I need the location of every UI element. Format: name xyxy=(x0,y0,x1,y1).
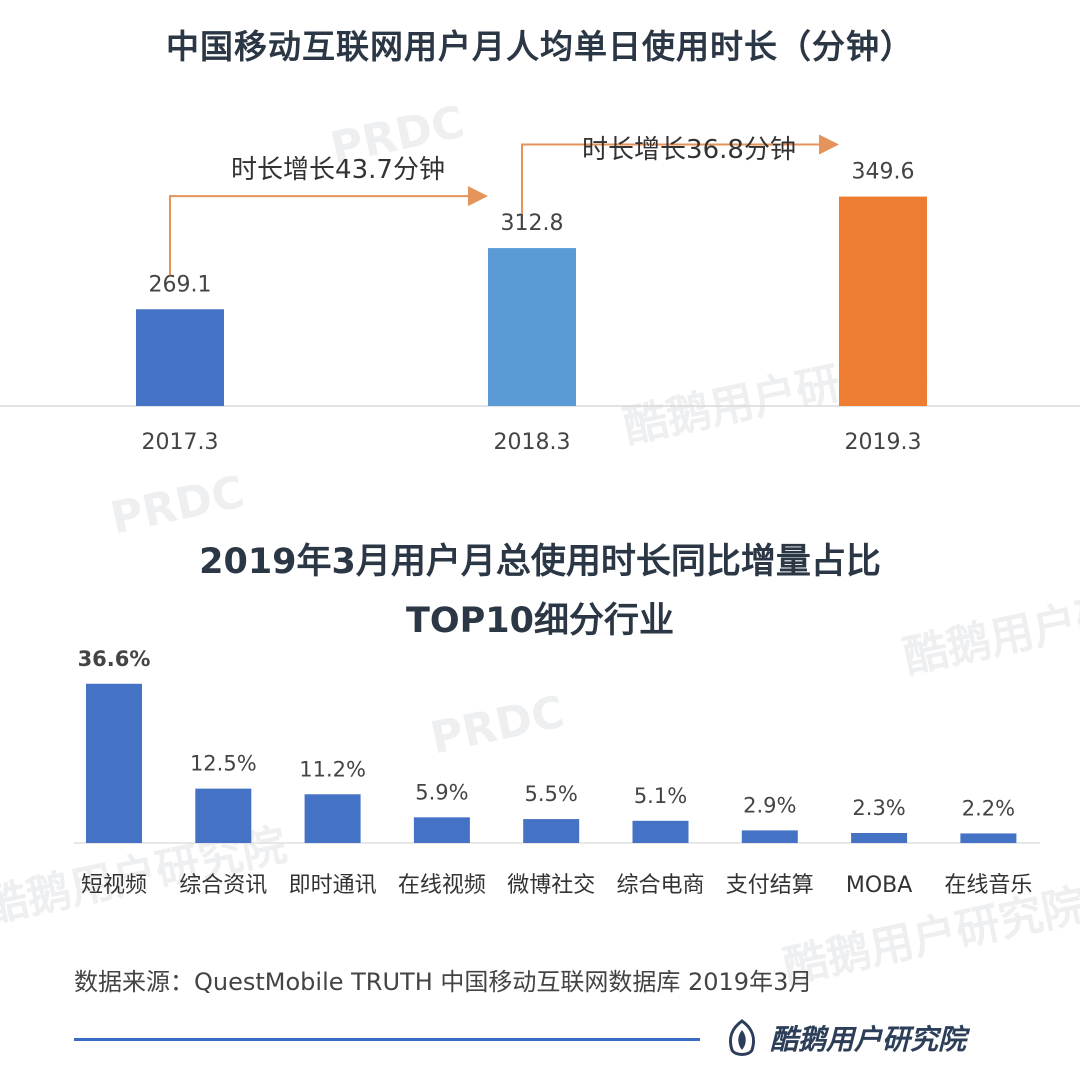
footer-divider xyxy=(74,1038,700,1041)
chart2-value-label: 11.2% xyxy=(299,757,366,781)
chart1-value-label: 312.8 xyxy=(501,211,564,236)
chart2-category-label: 支付结算 xyxy=(726,873,814,898)
brand-name: 酷鹅用户研究院 xyxy=(770,1023,967,1056)
chart2-bar xyxy=(195,788,252,843)
chart2-value-label: 5.5% xyxy=(525,782,578,806)
chart2-category-label: 即时通讯 xyxy=(289,873,377,898)
industry-share-bar-chart: 36.6% 短视频 12.5% 综合资讯 11.2% 即时通讯 5.9% 在线视频 5.5% 微博… xyxy=(74,647,1040,898)
growth-annotation: 时长增长36.8分钟 xyxy=(582,135,796,165)
chart2-bar xyxy=(632,820,689,843)
chart2-category-label: 微博社交 xyxy=(507,873,595,898)
chart2-category-label: 综合资讯 xyxy=(179,873,267,898)
chart2-bar xyxy=(86,683,142,843)
growth-arrow xyxy=(521,134,839,215)
chart2-category-label: 综合电商 xyxy=(616,873,704,898)
chart2-value-label: 2.2% xyxy=(962,796,1015,820)
chart2-category-label: 在线音乐 xyxy=(944,873,1032,898)
chart2-bar xyxy=(741,830,798,843)
chart1-category-label: 2017.3 xyxy=(142,430,219,455)
chart1-bar xyxy=(839,196,927,406)
data-source: 数据来源：QuestMobile TRUTH 中国移动互联网数据库 2019年3… xyxy=(74,968,813,996)
chart1-category-label: 2019.3 xyxy=(845,430,922,455)
chart2-value-label: 12.5% xyxy=(190,752,257,776)
chart2-bar xyxy=(304,794,361,843)
usage-time-bar-chart: 269.1 2017.3 312.8 2018.3 349.6 2019.3 时长增长43… xyxy=(0,134,1080,455)
chart1-category-label: 2018.3 xyxy=(494,430,571,455)
chart1-value-label: 269.1 xyxy=(149,272,212,297)
chart2-title-line2: TOP10细分行业 xyxy=(406,601,674,641)
chart2-bar xyxy=(523,819,580,843)
chart2-title-line1: 2019年3月用户月总使用时长同比增量占比 xyxy=(199,542,881,582)
chart1-bar xyxy=(488,248,576,406)
chart2-value-label: 2.3% xyxy=(852,796,905,820)
chart2-value-label: 2.9% xyxy=(743,793,796,817)
chart2-category-label: MOBA xyxy=(846,873,912,898)
chart1-value-label: 349.6 xyxy=(852,160,915,185)
chart2-category-label: 在线视频 xyxy=(398,873,486,898)
chart1-bar xyxy=(136,309,224,406)
chart2-bar xyxy=(851,832,908,843)
penguin-logo-icon xyxy=(728,1019,756,1056)
chart2-value-label: 5.1% xyxy=(634,784,687,808)
chart2-bar xyxy=(960,833,1017,843)
chart2-value-label: 36.6% xyxy=(78,647,151,671)
chart2-category-label: 短视频 xyxy=(81,873,147,898)
chart2-value-label: 5.9% xyxy=(415,780,468,804)
growth-annotation: 时长增长43.7分钟 xyxy=(231,155,445,185)
chart1-title: 中国移动互联网用户月人均单日使用时长（分钟） xyxy=(166,27,914,66)
brand-logo: 酷鹅用户研究院 xyxy=(722,1018,966,1058)
growth-arrow xyxy=(169,186,488,276)
chart2-bar xyxy=(413,817,470,843)
